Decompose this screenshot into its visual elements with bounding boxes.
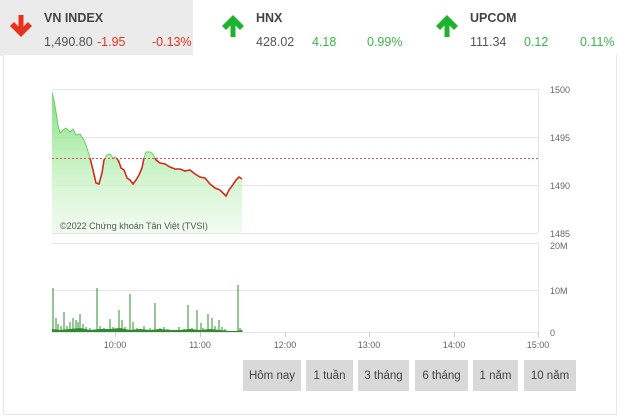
svg-text:12:00: 12:00 (274, 340, 297, 350)
index-change: 0.12 (524, 35, 549, 49)
range-today-button[interactable]: Hôm nay (243, 360, 301, 391)
index-change: -1.95 (97, 35, 126, 49)
price-area (52, 92, 242, 233)
chart-panel (3, 55, 617, 415)
svg-text:14:00: 14:00 (443, 340, 466, 350)
range-3-months-button[interactable]: 3 tháng (358, 360, 409, 391)
svg-text:20M: 20M (550, 241, 568, 251)
index-percent: 0.11% (580, 35, 615, 49)
svg-text:0: 0 (550, 328, 555, 338)
index-name: VN INDEX (44, 11, 104, 25)
range-1-week-button[interactable]: 1 tuần (306, 360, 353, 391)
svg-text:15:00: 15:00 (527, 340, 550, 350)
tab-upcom[interactable]: UPCOM 111.34 0.12 0.11% (426, 0, 621, 56)
svg-text:10M: 10M (550, 286, 568, 296)
svg-text:10:00: 10:00 (104, 340, 127, 350)
range-1-year-button[interactable]: 1 năm (473, 360, 518, 391)
index-value: 111.34 (470, 35, 507, 49)
index-name: HNX (256, 11, 283, 25)
index-percent: 0.99% (367, 35, 403, 49)
svg-text:1490: 1490 (550, 181, 570, 191)
arrow-up-icon (222, 15, 244, 37)
svg-text:1485: 1485 (550, 229, 570, 239)
svg-text:11:00: 11:00 (189, 340, 211, 350)
index-change: 4.18 (312, 35, 337, 49)
index-value: 428.02 (256, 35, 295, 49)
svg-text:1495: 1495 (550, 133, 570, 143)
index-name: UPCOM (470, 11, 517, 25)
range-10-years-button[interactable]: 10 năm (524, 360, 576, 391)
arrow-down-icon (10, 15, 32, 37)
svg-text:13:00: 13:00 (358, 340, 381, 350)
price-y-axis: 1500 1495 1490 1485 (550, 85, 570, 239)
index-percent: -0.13% (152, 35, 192, 49)
arrow-up-icon (436, 15, 458, 37)
index-tabs: VN INDEX 1,490.80 -1.95 -0.13% HNX 428.0… (0, 0, 621, 56)
volume-grid (52, 243, 539, 336)
tab-vn-index[interactable]: VN INDEX 1,490.80 -1.95 -0.13% (0, 0, 193, 56)
range-6-months-button[interactable]: 6 tháng (415, 360, 468, 391)
watermark: ©2022 Chứng khoán Tân Việt (TVSI) (60, 221, 208, 231)
volume-bars (52, 285, 243, 332)
tab-hnx[interactable]: HNX 428.02 4.18 0.99% (212, 0, 407, 56)
volume-y-axis: 20M 10M 0 (550, 241, 568, 338)
price-line (89, 158, 243, 198)
index-value: 1,490.80 (44, 35, 93, 49)
svg-text:1500: 1500 (550, 85, 570, 95)
time-x-axis: 10:00 11:00 12:00 13:00 14:00 15:00 (104, 332, 550, 350)
